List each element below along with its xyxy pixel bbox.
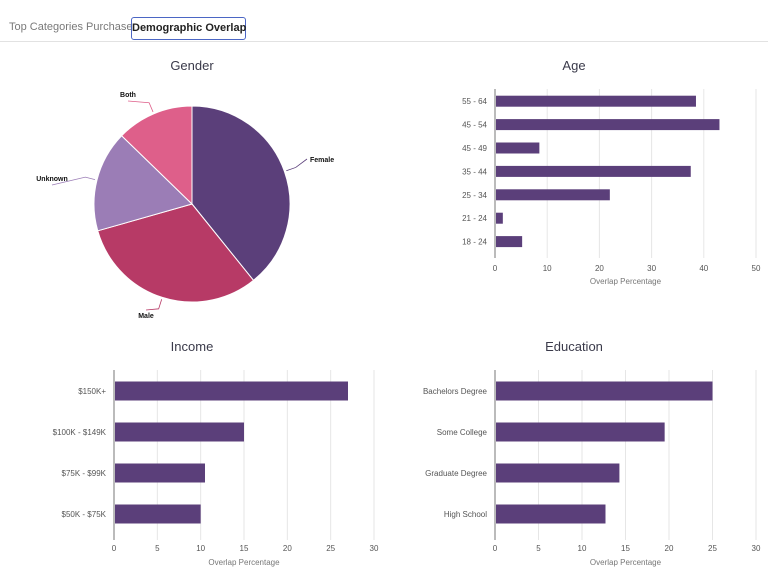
age-bar [496, 119, 720, 131]
education-x-tick-label: 15 [621, 544, 630, 553]
age-category-label: 25 - 34 [462, 191, 487, 200]
age-bar [496, 142, 540, 154]
age-bar [496, 236, 523, 248]
chart-title-age: Age [562, 58, 585, 73]
income-category-label: $75K - $99K [62, 469, 107, 478]
pie-slice-female [191, 105, 291, 282]
income-bar [115, 504, 201, 524]
chart-title-income: Income [171, 339, 214, 354]
education-bar [496, 422, 665, 442]
chart-title-gender: Gender [170, 58, 214, 73]
income-x-tick-label: 25 [326, 544, 335, 553]
pie-leader-unknown [51, 176, 96, 186]
age-bar [496, 165, 691, 177]
age-bar [496, 95, 696, 107]
pie-label-unknown: Unknown [36, 176, 68, 183]
education-x-tick-label: 25 [708, 544, 717, 553]
income-x-tick-label: 15 [240, 544, 249, 553]
age-category-label: 18 - 24 [462, 238, 487, 247]
pie-leader-female [286, 158, 308, 172]
age-x-tick-label: 50 [752, 264, 761, 273]
pie-slice-unknown [93, 135, 193, 232]
age-category-label: 55 - 64 [462, 97, 487, 106]
age-x-tick-label: 40 [699, 264, 708, 273]
pie-leader-both [127, 100, 154, 113]
age-category-label: 35 - 44 [462, 167, 487, 176]
pie-leader-male [145, 299, 163, 311]
age-x-axis-title: Overlap Percentage [590, 277, 662, 286]
income-x-axis-title: Overlap Percentage [208, 558, 280, 567]
income-x-tick-label: 30 [370, 544, 379, 553]
income-category-label: $150K+ [78, 387, 106, 396]
education-x-tick-label: 30 [752, 544, 761, 553]
age-bar [496, 212, 503, 224]
education-x-axis-title: Overlap Percentage [590, 558, 662, 567]
pie-label-both: Both [120, 92, 136, 99]
education-bar [496, 504, 606, 524]
age-category-label: 21 - 24 [462, 214, 487, 223]
education-x-tick-label: 10 [578, 544, 587, 553]
age-category-label: 45 - 49 [462, 144, 487, 153]
age-x-tick-label: 10 [543, 264, 552, 273]
education-x-tick-label: 20 [665, 544, 674, 553]
income-category-label: $100K - $149K [53, 428, 107, 437]
education-category-label: Bachelors Degree [423, 387, 488, 396]
tab-bar: Top Categories Purchased Demographic Ove… [0, 0, 768, 42]
age-category-label: 45 - 54 [462, 121, 487, 130]
education-category-label: High School [444, 510, 487, 519]
age-x-tick-label: 0 [493, 264, 498, 273]
pie-slice-male [97, 203, 255, 303]
education-category-label: Graduate Degree [425, 469, 487, 478]
age-bar [496, 189, 610, 201]
pie-label-female: Female [310, 157, 334, 164]
pie-label-male: Male [138, 313, 154, 320]
gender-chart: Gender Female Male Unknown Both [36, 58, 334, 320]
income-x-tick-label: 10 [196, 544, 205, 553]
income-chart: Income 0 5 10 15 20 25 30 $150K+ $100K - $149K $75… [53, 339, 379, 567]
chart-title-education: Education [545, 339, 603, 354]
education-x-tick-label: 5 [536, 544, 541, 553]
income-x-tick-label: 5 [155, 544, 160, 553]
tab-top-categories[interactable]: Top Categories Purchased [9, 21, 139, 33]
income-x-tick-label: 0 [112, 544, 117, 553]
age-chart: Age 0 10 20 30 40 50 55 - 64 45 - 54 45 - 49 35 - … [462, 58, 761, 286]
tab-demographic-overlap[interactable]: Demographic Overlap [131, 17, 246, 40]
income-x-tick-label: 20 [283, 544, 292, 553]
pie-slice-both [120, 105, 193, 206]
income-category-label: $50K - $75K [62, 510, 107, 519]
education-x-tick-label: 0 [493, 544, 498, 553]
income-bar [115, 422, 244, 442]
education-bar [496, 463, 620, 483]
education-bar [496, 381, 713, 401]
age-x-tick-label: 30 [647, 264, 656, 273]
age-x-tick-label: 20 [595, 264, 604, 273]
income-bar [115, 463, 205, 483]
income-bar [115, 381, 348, 401]
education-chart: Education 0 5 10 15 20 25 30 Bachelors Degree Som… [423, 339, 761, 567]
education-category-label: Some College [437, 428, 488, 437]
